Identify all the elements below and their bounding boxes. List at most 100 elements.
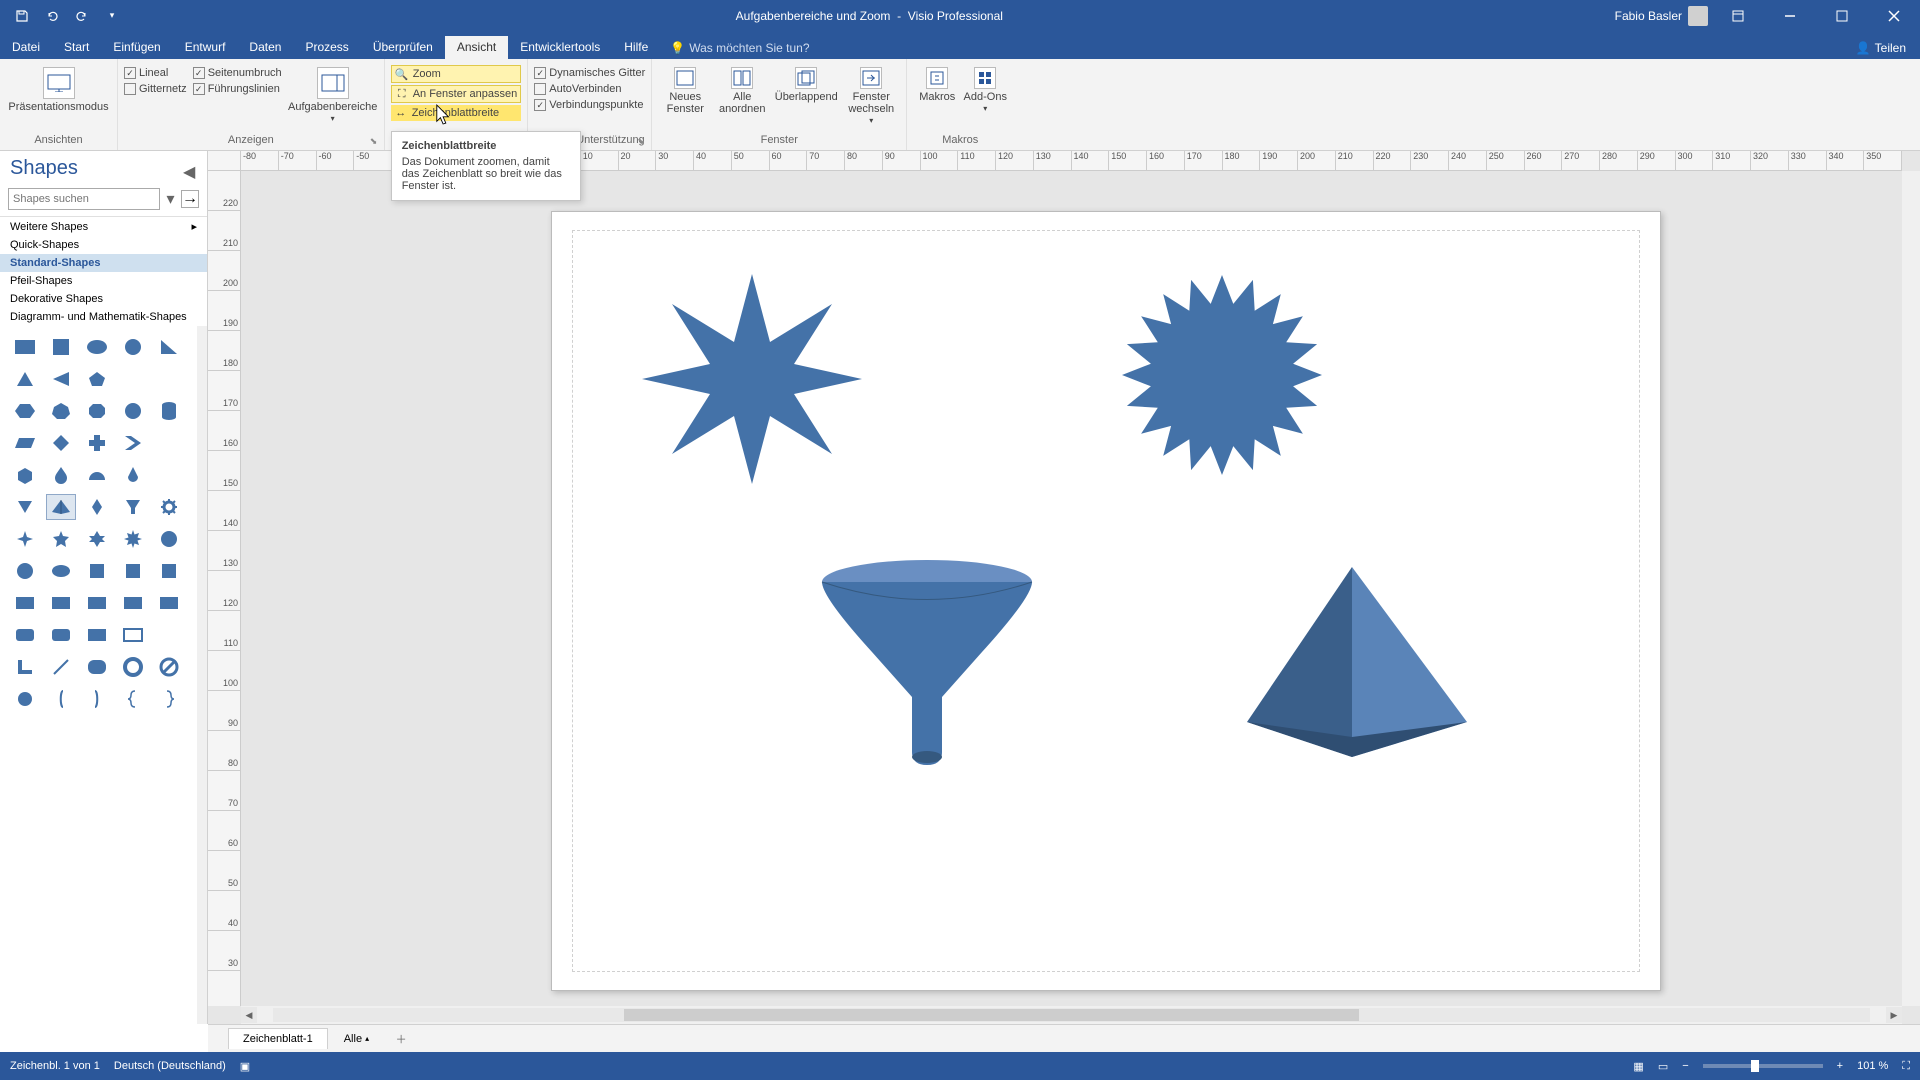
tab-daten[interactable]: Daten bbox=[237, 36, 293, 59]
add-sheet-button[interactable]: ＋ bbox=[391, 1029, 411, 1049]
undo-icon[interactable] bbox=[40, 4, 64, 28]
zoom-out-button[interactable]: − bbox=[1682, 1060, 1688, 1072]
shape-pyramid-3d[interactable] bbox=[1232, 557, 1482, 767]
checkbox-verbindungspunkte[interactable]: ✓Verbindungspunkte bbox=[534, 99, 645, 111]
checkbox-seitenumbruch[interactable]: ✓Seitenumbruch bbox=[193, 67, 282, 79]
shape-dot[interactable] bbox=[10, 686, 40, 712]
checkbox-gitternetz[interactable]: Gitternetz bbox=[124, 83, 187, 95]
zoom-slider-thumb[interactable] bbox=[1751, 1060, 1759, 1072]
shape-gear[interactable] bbox=[154, 494, 184, 520]
shape-circle2[interactable] bbox=[10, 558, 40, 584]
close-icon[interactable] bbox=[1872, 0, 1916, 31]
shape-chevron[interactable] bbox=[118, 430, 148, 456]
shape-burst-seal[interactable] bbox=[1112, 270, 1332, 480]
shape-bracket1[interactable] bbox=[46, 686, 76, 712]
hscroll-thumb[interactable] bbox=[624, 1009, 1359, 1021]
macro-record-icon[interactable]: ▣ bbox=[240, 1060, 250, 1073]
minimize-icon[interactable] bbox=[1768, 0, 1812, 31]
shape-triangle-down[interactable] bbox=[10, 494, 40, 520]
tab-prozess[interactable]: Prozess bbox=[293, 36, 360, 59]
shape-brace1[interactable] bbox=[118, 686, 148, 712]
shape-r2[interactable] bbox=[46, 590, 76, 616]
shape-diamond[interactable] bbox=[46, 430, 76, 456]
shape-ellipse[interactable] bbox=[82, 334, 112, 360]
vertical-scrollbar[interactable] bbox=[1902, 171, 1920, 1006]
shape-burst[interactable] bbox=[154, 526, 184, 552]
shape-empty1[interactable] bbox=[118, 366, 148, 392]
shape-hexagon[interactable] bbox=[10, 398, 40, 424]
shape-star5[interactable] bbox=[46, 526, 76, 552]
shape-drop[interactable] bbox=[46, 462, 76, 488]
shape-donut[interactable] bbox=[118, 654, 148, 680]
zoom-slider[interactable] bbox=[1703, 1064, 1823, 1068]
shape-r5[interactable] bbox=[154, 590, 184, 616]
view-normal-icon[interactable]: ▦ bbox=[1633, 1060, 1643, 1073]
task-panes-button[interactable]: Aufgabenbereiche ▾ bbox=[288, 63, 378, 124]
dialog-launcher-anzeigen[interactable]: ⬊ bbox=[370, 136, 382, 148]
shape-sq2[interactable] bbox=[118, 558, 148, 584]
shape-brace2[interactable] bbox=[154, 686, 184, 712]
shape-funnel[interactable] bbox=[118, 494, 148, 520]
gallery-scrollbar[interactable] bbox=[197, 326, 207, 1024]
drawing-page[interactable] bbox=[551, 211, 1661, 991]
shape-bracket2[interactable] bbox=[82, 686, 112, 712]
stencil-standard-shapes[interactable]: Standard-Shapes bbox=[0, 254, 207, 272]
fit-to-window-button[interactable]: ⛶ An Fenster anpassen bbox=[391, 85, 522, 103]
save-icon[interactable] bbox=[10, 4, 34, 28]
sheet-tab-all[interactable]: Alle▴ bbox=[330, 1029, 383, 1049]
shape-cross[interactable] bbox=[82, 430, 112, 456]
qat-customize-icon[interactable]: ▾ bbox=[100, 4, 124, 28]
shape-rr2[interactable] bbox=[46, 622, 76, 648]
shape-rr3[interactable] bbox=[82, 622, 112, 648]
tab-start[interactable]: Start bbox=[52, 36, 101, 59]
shape-pentagon[interactable] bbox=[82, 366, 112, 392]
stencil-pfeil-shapes[interactable]: Pfeil-Shapes bbox=[0, 272, 207, 290]
shape-diamond-tall[interactable] bbox=[82, 494, 112, 520]
horizontal-scrollbar[interactable]: ◀ ▶ bbox=[241, 1006, 1902, 1024]
collapse-panel-icon[interactable]: ◀ bbox=[183, 162, 197, 176]
shape-triangle[interactable] bbox=[10, 366, 40, 392]
shape-rounded[interactable] bbox=[82, 654, 112, 680]
stencil-weitere-shapes[interactable]: Weitere Shapes▸ bbox=[0, 217, 207, 236]
tab-ueberpruefen[interactable]: Überprüfen bbox=[361, 36, 445, 59]
new-window-button[interactable]: Neues Fenster bbox=[658, 63, 712, 115]
shape-8-point-star[interactable] bbox=[632, 264, 872, 494]
shape-arc[interactable] bbox=[82, 462, 112, 488]
shape-star6[interactable] bbox=[82, 526, 112, 552]
ribbon-display-options-icon[interactable] bbox=[1716, 0, 1760, 31]
shape-octagon[interactable] bbox=[82, 398, 112, 424]
cascade-button[interactable]: Überlappend bbox=[772, 63, 840, 103]
fit-page-icon[interactable]: ⛶ bbox=[1902, 1060, 1910, 1073]
view-presentation-icon[interactable]: ▭ bbox=[1658, 1060, 1668, 1073]
stencil-quick-shapes[interactable]: Quick-Shapes bbox=[0, 236, 207, 254]
shape-square[interactable] bbox=[46, 334, 76, 360]
shape-decagon[interactable] bbox=[118, 398, 148, 424]
checkbox-fuehrungslinien[interactable]: ✓Führungslinien bbox=[193, 83, 282, 95]
redo-icon[interactable] bbox=[70, 4, 94, 28]
tab-entwicklertools[interactable]: Entwicklertools bbox=[508, 36, 612, 59]
tab-ansicht[interactable]: Ansicht bbox=[445, 36, 508, 59]
shape-cube[interactable] bbox=[10, 462, 40, 488]
share-button[interactable]: 👤 Teilen bbox=[1842, 37, 1920, 59]
checkbox-dynamisches-gitter[interactable]: ✓Dynamisches Gitter bbox=[534, 67, 645, 79]
shape-star4[interactable] bbox=[10, 526, 40, 552]
shape-no-symbol[interactable] bbox=[154, 654, 184, 680]
scroll-right-icon[interactable]: ▶ bbox=[1886, 1007, 1902, 1023]
shape-funnel-3d[interactable] bbox=[812, 557, 1042, 772]
shape-heptagon[interactable] bbox=[46, 398, 76, 424]
shape-drop2[interactable] bbox=[118, 462, 148, 488]
dialog-launcher-visuell[interactable]: ⬊ bbox=[637, 136, 649, 148]
scroll-left-icon[interactable]: ◀ bbox=[241, 1007, 257, 1023]
zoom-percentage[interactable]: 101 % bbox=[1857, 1060, 1888, 1072]
shape-triangle-left[interactable] bbox=[46, 366, 76, 392]
tab-einfuegen[interactable]: Einfügen bbox=[101, 36, 172, 59]
page-width-button[interactable]: ↔ Zeichenblattbreite Zeichenblattbreite … bbox=[391, 105, 522, 121]
user-account[interactable]: Fabio Basler bbox=[1615, 6, 1708, 26]
shape-can[interactable] bbox=[154, 398, 184, 424]
shape-empty4[interactable] bbox=[154, 462, 184, 488]
macros-button[interactable]: Makros bbox=[913, 63, 961, 103]
maximize-icon[interactable] bbox=[1820, 0, 1864, 31]
shape-ellipse2[interactable] bbox=[46, 558, 76, 584]
arrange-all-button[interactable]: Alle anordnen bbox=[714, 63, 770, 115]
shape-r3[interactable] bbox=[82, 590, 112, 616]
